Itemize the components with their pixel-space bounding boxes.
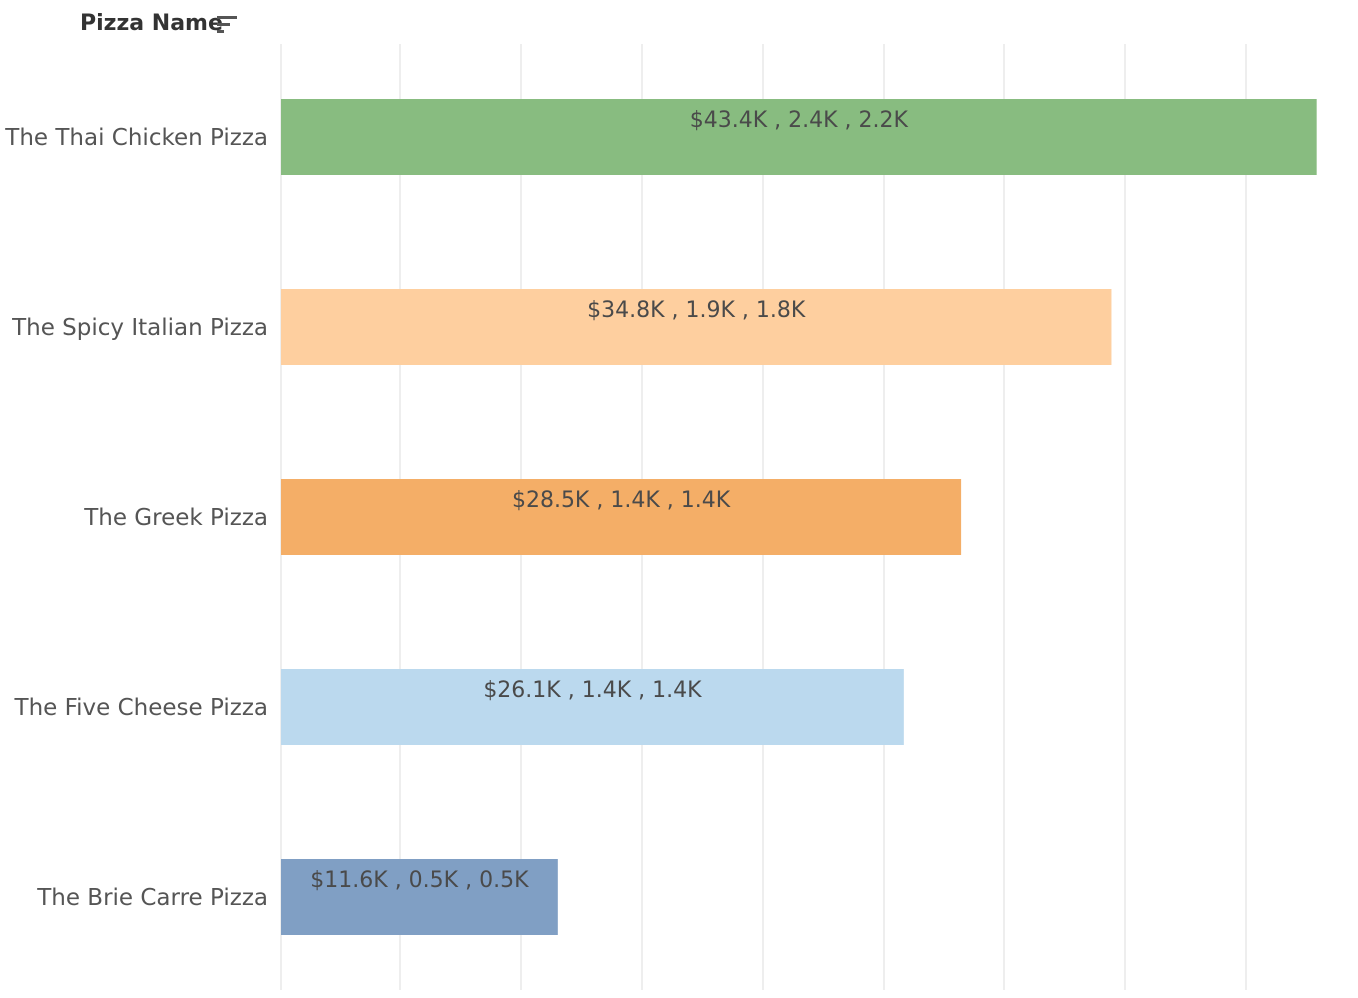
category-label-1[interactable]: The Spicy Italian Pizza: [11, 315, 268, 341]
bar-3[interactable]: [281, 669, 904, 745]
data-label-3: $26.1K , 1.4K , 1.4K: [483, 678, 702, 703]
category-label-3[interactable]: The Five Cheese Pizza: [14, 695, 268, 721]
data-label-0: $43.4K , 2.4K , 2.2K: [690, 108, 909, 133]
bar-4[interactable]: [281, 859, 558, 935]
data-label-1: $34.8K , 1.9K , 1.8K: [587, 298, 806, 323]
bar-0[interactable]: [281, 99, 1317, 175]
category-label-2[interactable]: The Greek Pizza: [83, 505, 268, 531]
data-label-2: $28.5K , 1.4K , 1.4K: [512, 488, 731, 513]
category-labels: The Thai Chicken Pizza The Spicy Italian …: [4, 125, 268, 911]
bars: [281, 99, 1317, 935]
bar-2[interactable]: [281, 479, 962, 555]
category-label-0[interactable]: The Thai Chicken Pizza: [4, 125, 268, 151]
bar-1[interactable]: [281, 289, 1112, 365]
category-label-4[interactable]: The Brie Carre Pizza: [36, 885, 268, 911]
sort-descending-icon[interactable]: [217, 16, 239, 36]
data-labels: $43.4K , 2.4K , 2.2K $34.8K , 1.9K , 1.8K…: [310, 108, 908, 893]
axis-header-pizza-name[interactable]: Pizza Name: [80, 11, 223, 36]
data-label-4: $11.6K , 0.5K , 0.5K: [310, 868, 529, 893]
